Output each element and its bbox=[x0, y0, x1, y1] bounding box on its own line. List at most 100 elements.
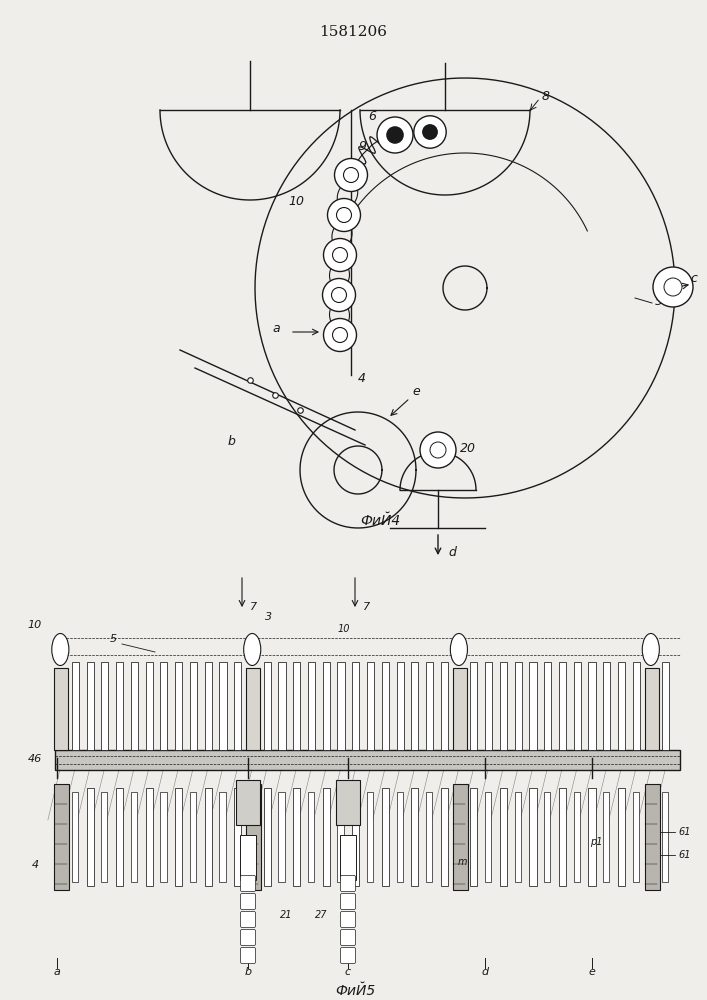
Bar bbox=[633, 792, 639, 882]
Bar bbox=[55, 750, 680, 770]
Text: c: c bbox=[350, 837, 356, 847]
FancyBboxPatch shape bbox=[240, 930, 255, 946]
Bar bbox=[308, 662, 315, 750]
Text: 5: 5 bbox=[110, 634, 117, 644]
Circle shape bbox=[653, 267, 693, 307]
Text: 61: 61 bbox=[678, 850, 691, 860]
Bar bbox=[544, 792, 550, 882]
FancyBboxPatch shape bbox=[240, 894, 255, 910]
Text: p1: p1 bbox=[590, 837, 602, 847]
Bar bbox=[72, 792, 78, 882]
Text: 4: 4 bbox=[31, 860, 39, 870]
Bar bbox=[234, 788, 241, 886]
Bar bbox=[530, 662, 537, 750]
Bar bbox=[86, 788, 93, 886]
Ellipse shape bbox=[642, 634, 660, 666]
Bar bbox=[485, 662, 492, 750]
Text: 61: 61 bbox=[678, 827, 691, 837]
Bar bbox=[515, 662, 522, 750]
Bar bbox=[588, 662, 595, 750]
Bar bbox=[397, 792, 403, 882]
Circle shape bbox=[430, 442, 446, 458]
Bar bbox=[559, 662, 566, 750]
Bar bbox=[337, 662, 344, 750]
Bar bbox=[530, 788, 537, 886]
Bar bbox=[190, 792, 196, 882]
Text: m: m bbox=[458, 857, 467, 867]
Circle shape bbox=[423, 125, 437, 139]
Bar bbox=[352, 788, 359, 886]
Text: c: c bbox=[345, 967, 351, 977]
Circle shape bbox=[324, 318, 356, 352]
Bar bbox=[246, 668, 260, 750]
Ellipse shape bbox=[52, 634, 69, 666]
Text: 6: 6 bbox=[368, 110, 376, 123]
Bar bbox=[101, 662, 108, 750]
Circle shape bbox=[664, 278, 682, 296]
Bar bbox=[131, 792, 137, 882]
Bar bbox=[236, 780, 260, 825]
Bar bbox=[146, 662, 153, 750]
Text: ФиЙ4: ФиЙ4 bbox=[360, 514, 400, 528]
Bar bbox=[367, 792, 373, 882]
Bar bbox=[603, 792, 609, 882]
Text: 27: 27 bbox=[315, 910, 327, 920]
Text: 8: 8 bbox=[542, 90, 550, 103]
Bar bbox=[101, 792, 107, 882]
Bar bbox=[411, 788, 419, 886]
Bar bbox=[219, 662, 226, 750]
Bar bbox=[573, 792, 580, 882]
Bar bbox=[293, 788, 300, 886]
FancyBboxPatch shape bbox=[341, 912, 356, 928]
Bar bbox=[559, 788, 566, 886]
Text: 20: 20 bbox=[460, 442, 476, 455]
Bar bbox=[588, 788, 595, 886]
Text: d: d bbox=[481, 967, 489, 977]
Ellipse shape bbox=[450, 634, 467, 666]
Bar bbox=[618, 662, 625, 750]
Text: 1581206: 1581206 bbox=[320, 25, 387, 39]
FancyBboxPatch shape bbox=[341, 930, 356, 946]
Bar bbox=[190, 662, 197, 750]
Bar bbox=[500, 788, 507, 886]
Text: b: b bbox=[245, 967, 252, 977]
Text: 21: 21 bbox=[280, 910, 293, 920]
Bar bbox=[633, 662, 640, 750]
Bar bbox=[322, 788, 330, 886]
Bar bbox=[54, 784, 69, 890]
Text: 9: 9 bbox=[358, 140, 366, 153]
Text: ФиЙ5: ФиЙ5 bbox=[335, 984, 375, 998]
Bar bbox=[54, 668, 69, 750]
Bar bbox=[470, 788, 477, 886]
Bar bbox=[440, 662, 448, 750]
Circle shape bbox=[344, 167, 358, 182]
Bar bbox=[573, 662, 580, 750]
Bar bbox=[337, 792, 344, 882]
FancyBboxPatch shape bbox=[341, 948, 356, 964]
Bar bbox=[204, 788, 211, 886]
Text: e: e bbox=[412, 385, 420, 398]
Bar bbox=[234, 662, 241, 750]
Bar bbox=[426, 792, 432, 882]
Text: c: c bbox=[690, 272, 697, 285]
Bar bbox=[116, 662, 123, 750]
Bar bbox=[352, 662, 359, 750]
Text: 7: 7 bbox=[250, 602, 257, 612]
Bar bbox=[86, 662, 93, 750]
Circle shape bbox=[334, 158, 368, 192]
Bar bbox=[367, 662, 374, 750]
Bar bbox=[500, 662, 507, 750]
Bar bbox=[279, 662, 286, 750]
Text: 5: 5 bbox=[655, 295, 663, 308]
Circle shape bbox=[414, 116, 446, 148]
Circle shape bbox=[322, 278, 356, 312]
Bar bbox=[175, 788, 182, 886]
Bar bbox=[322, 662, 330, 750]
Circle shape bbox=[332, 328, 348, 342]
Text: 10: 10 bbox=[288, 195, 304, 208]
Circle shape bbox=[327, 198, 361, 232]
Circle shape bbox=[337, 208, 351, 223]
Bar bbox=[240, 835, 256, 880]
Bar bbox=[397, 662, 404, 750]
FancyBboxPatch shape bbox=[240, 876, 255, 892]
